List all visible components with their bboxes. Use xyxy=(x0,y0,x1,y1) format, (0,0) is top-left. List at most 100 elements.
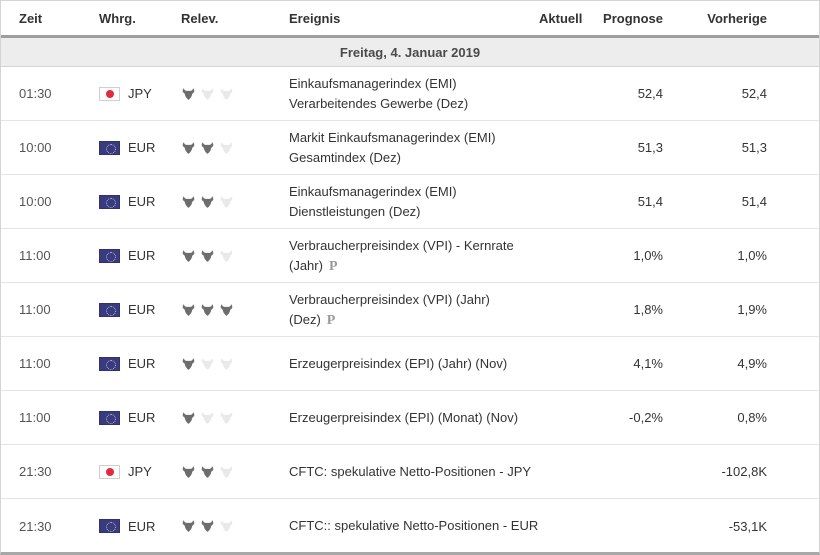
currency-cell: JPY xyxy=(99,86,181,101)
relevance-cell xyxy=(181,87,289,101)
forecast-value: -0,2% xyxy=(629,410,663,425)
previous-value: 51,3 xyxy=(741,140,767,155)
event-row[interactable]: 21:30 JPY CFTC: spekulative Netto-Positi… xyxy=(1,445,819,499)
relevance-cell xyxy=(181,357,289,371)
relevance-cell xyxy=(181,303,289,317)
forecast-value: 4,1% xyxy=(633,356,663,371)
bull-icon xyxy=(182,87,195,100)
bull-icon xyxy=(220,195,233,208)
currency-cell: EUR xyxy=(99,194,181,209)
event-row[interactable]: 01:30 JPY Einkaufsmanagerindex (EMI) Ver… xyxy=(1,67,819,121)
event-name-link[interactable]: CFTC:: spekulative Netto-Positionen - EU… xyxy=(289,518,539,533)
column-header-prognose: Prognose xyxy=(603,10,663,26)
relevance-indicator xyxy=(181,519,234,533)
forecast-value: 51,3 xyxy=(637,140,663,155)
relevance-indicator xyxy=(181,357,234,371)
currency-flag-icon xyxy=(99,140,120,155)
event-time: 10:00 xyxy=(19,194,52,209)
event-row[interactable]: 21:30 EUR CFTC:: spekulative Netto-Posit… xyxy=(1,499,819,552)
forecast-value: 52,4 xyxy=(637,86,663,101)
currency-code: JPY xyxy=(128,86,152,101)
currency-cell: EUR xyxy=(99,410,181,425)
event-cell: Erzeugerpreisindex (EPI) (Jahr) (Nov) xyxy=(289,354,539,374)
column-header-whrg: Whrg. xyxy=(99,10,136,26)
currency-flag-icon xyxy=(99,410,120,425)
bull-icon xyxy=(182,411,195,424)
preliminary-icon: P xyxy=(328,258,338,274)
event-row[interactable]: 11:00 EUR Erzeugerpreisindex (EPI) (Jahr… xyxy=(1,337,819,391)
relevance-indicator xyxy=(181,465,234,479)
bull-icon xyxy=(201,520,214,532)
relevance-indicator xyxy=(181,141,234,155)
relevance-indicator xyxy=(181,303,234,317)
previous-value: 4,9% xyxy=(737,356,767,371)
event-row[interactable]: 10:00 EUR Markit Einkaufsmanagerindex (E… xyxy=(1,121,819,175)
bull-icon xyxy=(220,87,233,100)
event-row[interactable]: 11:00 EUR Erzeugerpreisindex (EPI) (Mona… xyxy=(1,391,819,445)
forecast-value: 1,8% xyxy=(633,302,663,317)
event-row[interactable]: 11:00 EUR Verbraucherpreisindex (VPI) - … xyxy=(1,229,819,283)
preliminary-icon: P xyxy=(326,312,336,328)
currency-flag-icon xyxy=(99,302,120,317)
relevance-cell xyxy=(181,141,289,155)
bull-icon xyxy=(201,357,214,370)
previous-value: -102,8K xyxy=(721,464,767,479)
event-cell: Erzeugerpreisindex (EPI) (Monat) (Nov) xyxy=(289,408,539,428)
previous-value: 51,4 xyxy=(741,194,767,209)
relevance-indicator xyxy=(181,87,234,101)
relevance-cell xyxy=(181,195,289,209)
bull-icon xyxy=(201,249,214,262)
currency-code: EUR xyxy=(128,356,156,371)
bull-icon xyxy=(201,195,214,208)
event-time: 11:00 xyxy=(19,302,51,317)
event-name-link[interactable]: Einkaufsmanagerindex (EMI) Dienstleistun… xyxy=(289,183,457,219)
event-cell: Verbraucherpreisindex (VPI) (Jahr) (Dez)… xyxy=(289,290,539,330)
bull-icon xyxy=(182,141,195,154)
relevance-indicator xyxy=(181,195,234,209)
bull-icon xyxy=(220,141,233,154)
event-row[interactable]: 11:00 EUR Verbraucherpreisindex (VPI) (J… xyxy=(1,283,819,337)
bull-icon xyxy=(220,465,233,478)
currency-cell: EUR xyxy=(99,356,181,371)
column-header-zeit: Zeit xyxy=(19,10,43,26)
previous-value: 1,9% xyxy=(737,302,767,317)
currency-cell: EUR xyxy=(99,248,181,263)
event-cell: CFTC: spekulative Netto-Positionen - JPY xyxy=(289,462,539,482)
currency-code: EUR xyxy=(128,410,156,425)
bull-icon xyxy=(182,303,195,316)
bull-icon xyxy=(201,465,214,478)
forecast-value: 51,4 xyxy=(637,194,663,209)
event-row[interactable]: 10:00 EUR Einkaufsmanagerindex (EMI) Die… xyxy=(1,175,819,229)
event-name-link[interactable]: Verbraucherpreisindex (VPI) (Jahr) (Dez) xyxy=(289,291,490,327)
event-name-link[interactable]: Verbraucherpreisindex (VPI) - Kernrate (… xyxy=(289,237,514,273)
event-time: 11:00 xyxy=(19,356,51,371)
bull-icon xyxy=(201,303,214,316)
event-name-link[interactable]: Erzeugerpreisindex (EPI) (Monat) (Nov) xyxy=(289,409,519,425)
event-cell: Einkaufsmanagerindex (EMI) Dienstleistun… xyxy=(289,182,539,222)
currency-cell: EUR xyxy=(99,302,181,317)
event-name-link[interactable]: Einkaufsmanagerindex (EMI) Verarbeitende… xyxy=(289,75,469,111)
event-time: 01:30 xyxy=(19,86,52,101)
column-header-relev: Relev. xyxy=(181,10,219,26)
bull-icon xyxy=(182,357,195,370)
event-cell: CFTC:: spekulative Netto-Positionen - EU… xyxy=(289,516,539,536)
event-time: 11:00 xyxy=(19,248,51,263)
currency-code: EUR xyxy=(128,302,156,317)
event-name-link[interactable]: CFTC: spekulative Netto-Positionen - JPY xyxy=(289,463,532,479)
currency-cell: JPY xyxy=(99,464,181,479)
bull-icon xyxy=(182,520,195,532)
event-cell: Verbraucherpreisindex (VPI) - Kernrate (… xyxy=(289,236,539,276)
currency-code: EUR xyxy=(128,194,156,209)
relevance-cell xyxy=(181,519,289,533)
previous-value: 0,8% xyxy=(737,410,767,425)
event-name-link[interactable]: Markit Einkaufsmanagerindex (EMI) Gesamt… xyxy=(289,129,496,165)
currency-cell: EUR xyxy=(99,519,181,534)
bull-icon xyxy=(220,357,233,370)
event-cell: Markit Einkaufsmanagerindex (EMI) Gesamt… xyxy=(289,128,539,168)
currency-code: EUR xyxy=(128,248,156,263)
event-time: 21:30 xyxy=(19,518,52,534)
event-name-link[interactable]: Erzeugerpreisindex (EPI) (Jahr) (Nov) xyxy=(289,355,508,371)
event-time: 11:00 xyxy=(19,410,51,425)
column-header-aktuell: Aktuell xyxy=(539,10,583,26)
